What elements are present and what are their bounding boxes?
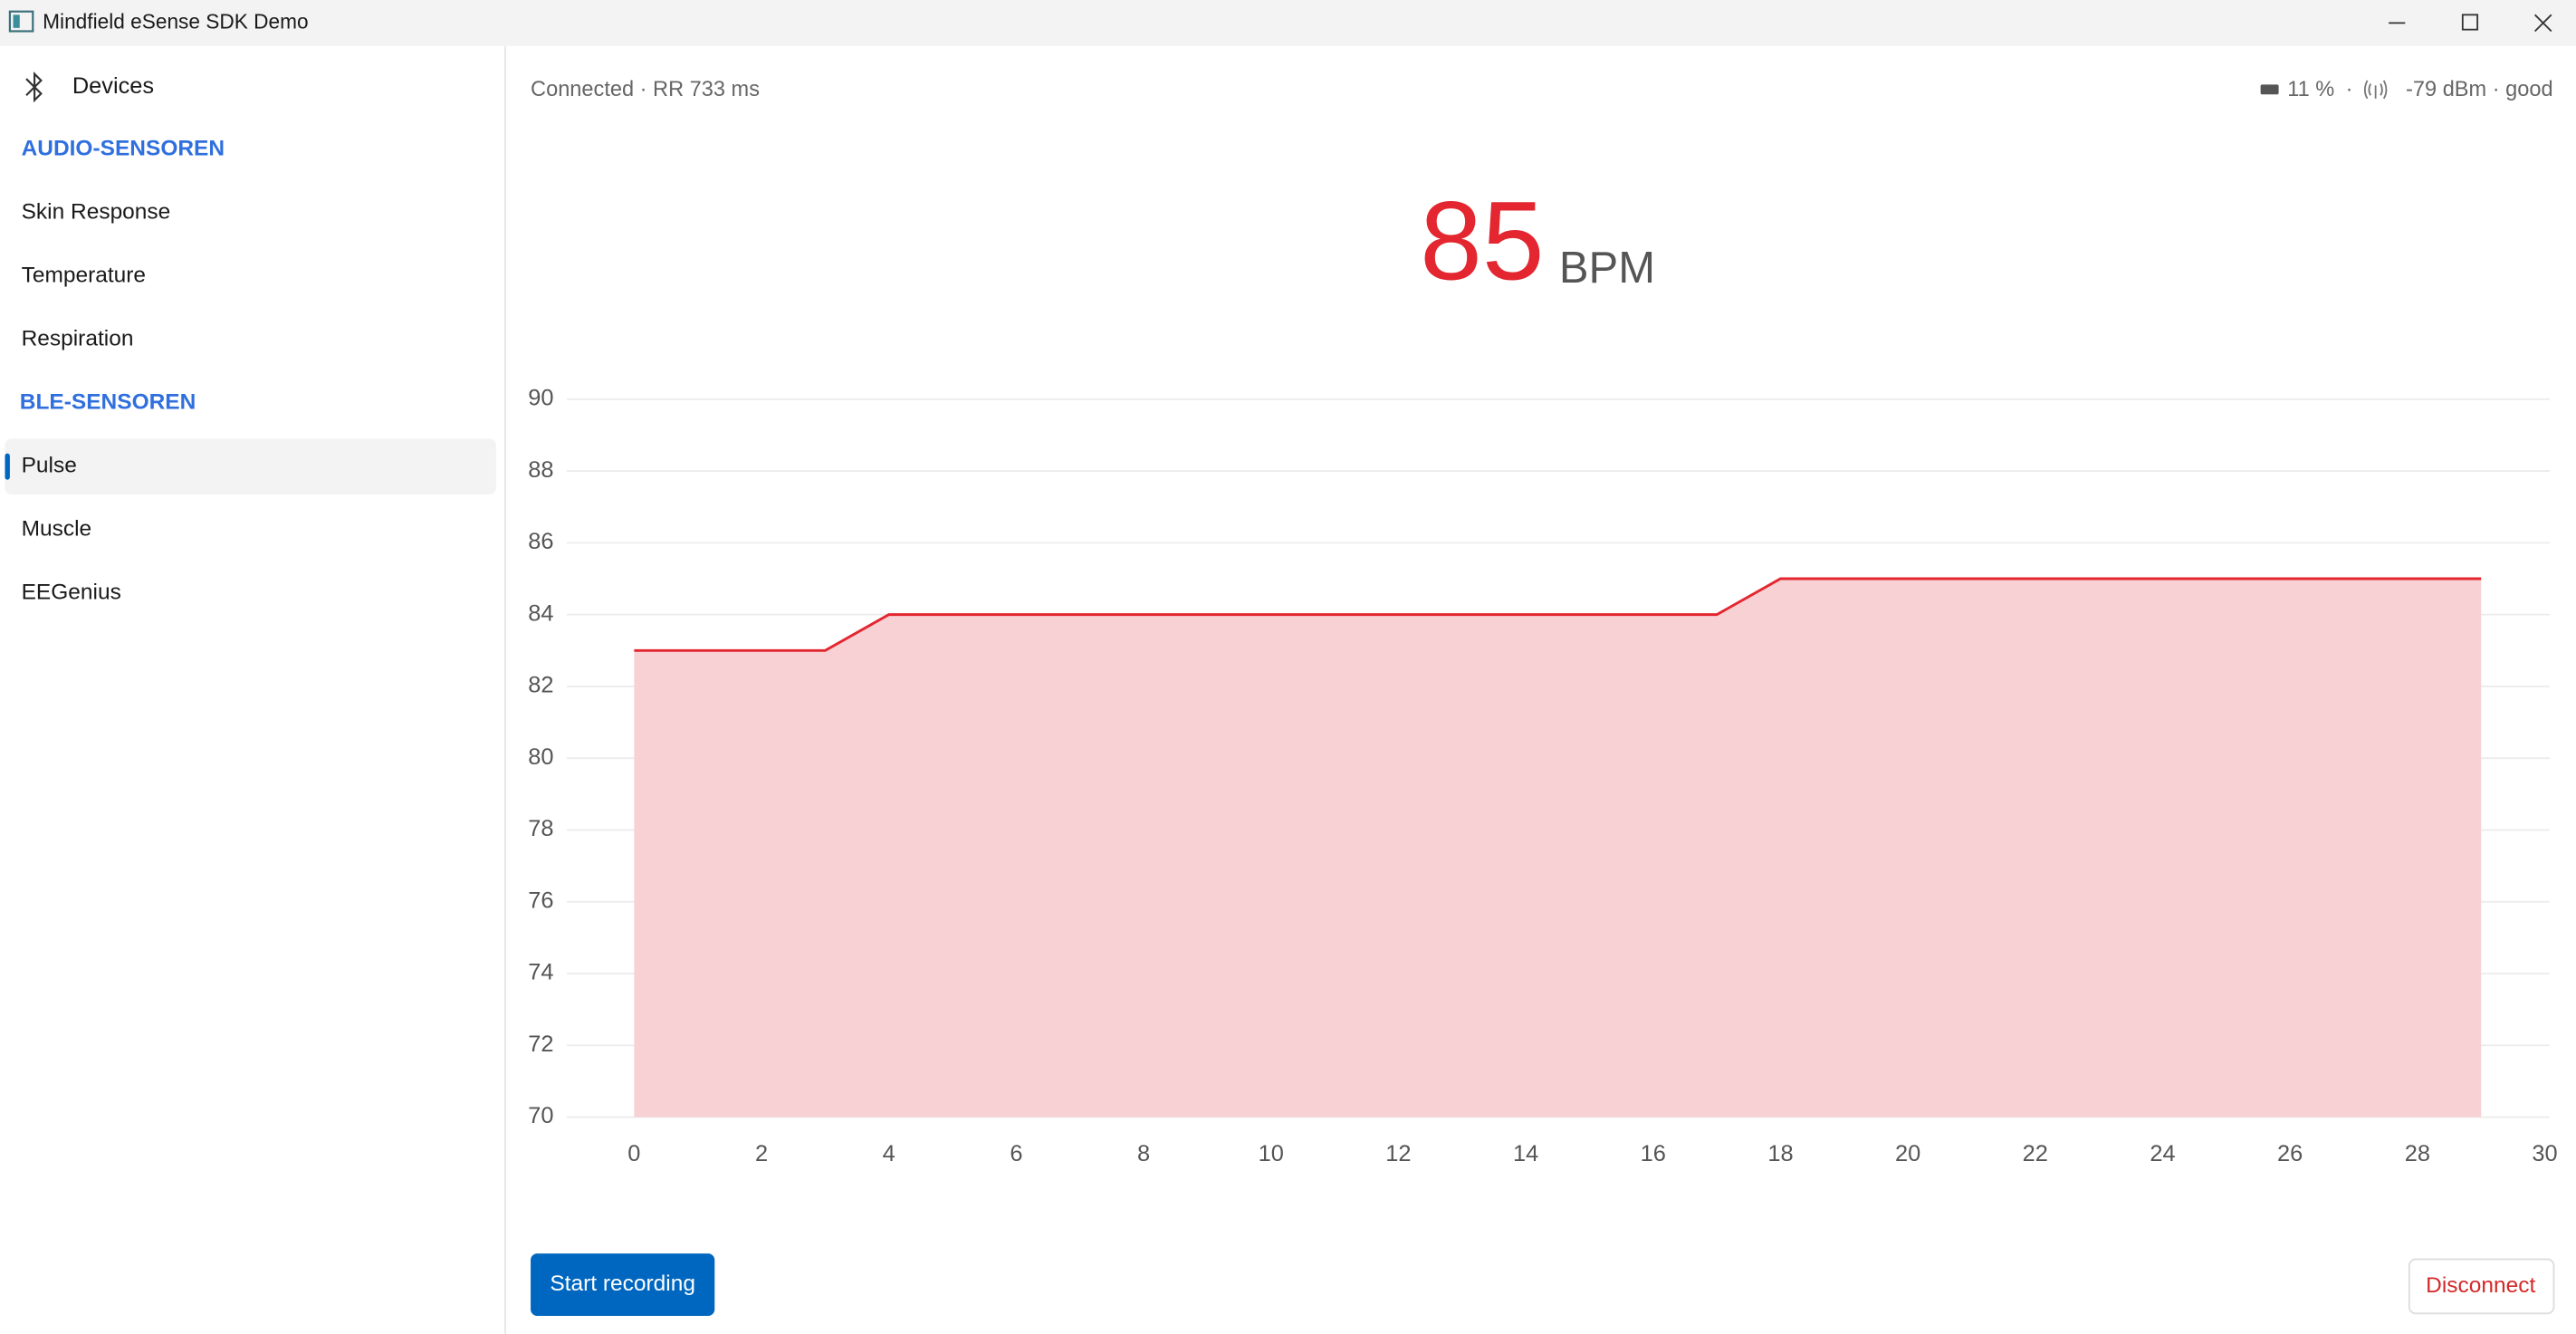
nav-item[interactable]: Respiration [22, 327, 134, 351]
x-tick-label: 18 [1767, 1141, 1793, 1166]
close-button[interactable] [2533, 14, 2552, 33]
nav-item[interactable]: Pulse [22, 454, 77, 478]
x-tick-label: 4 [883, 1141, 895, 1166]
window-title: Mindfield eSense SDK Demo [43, 9, 308, 33]
signal-status: -79 dBm · good [2406, 77, 2553, 101]
x-tick-label: 14 [1513, 1141, 1538, 1166]
nav-selected-indicator [5, 453, 10, 480]
devices-link[interactable]: Devices [72, 73, 154, 99]
app-icon [8, 10, 34, 33]
battery-icon [2260, 84, 2279, 95]
y-tick-label: 86 [528, 529, 553, 554]
separator: · [2346, 77, 2353, 101]
battery-level: 11 % [2287, 77, 2334, 101]
y-tick-label: 82 [528, 673, 553, 698]
x-tick-label: 10 [1259, 1141, 1284, 1166]
y-tick-label: 70 [528, 1103, 553, 1128]
y-tick-label: 88 [528, 457, 553, 483]
x-tick-label: 26 [2277, 1141, 2303, 1166]
heart-rate-value: 85 [1420, 178, 1544, 303]
maximize-button[interactable] [2461, 14, 2479, 31]
disconnect-button[interactable] [2408, 1258, 2555, 1315]
y-tick-label: 72 [528, 1032, 553, 1057]
x-tick-label: 20 [1895, 1141, 1920, 1166]
nav-group-title: BLE-SENSOREN [20, 390, 196, 415]
x-tick-label: 2 [755, 1141, 768, 1166]
line [634, 577, 2482, 652]
y-tick-label: 90 [528, 386, 553, 411]
start-recording-label[interactable]: Start recording [550, 1272, 695, 1296]
y-tick-label: 74 [528, 960, 553, 985]
nav-group-title: AUDIO-SENSOREN [22, 137, 225, 161]
x-tick-label: 28 [2405, 1141, 2430, 1166]
disconnect-label[interactable]: Disconnect [2426, 1273, 2535, 1298]
x-tick-label: 22 [2023, 1141, 2048, 1166]
x-tick-label: 12 [1385, 1141, 1411, 1166]
y-tick-label: 78 [528, 816, 553, 841]
y-tick-label: 76 [528, 888, 553, 913]
x-tick-label: 16 [1641, 1141, 1666, 1166]
nav-selected-bg [5, 438, 496, 495]
x-tick-label: 24 [2150, 1141, 2175, 1166]
x-tick-label: 0 [627, 1141, 640, 1166]
x-tick-label: 30 [2532, 1141, 2557, 1166]
y-tick-label: 80 [528, 744, 553, 770]
area-fill [634, 578, 2482, 1118]
x-tick-label: 6 [1010, 1141, 1022, 1166]
connection-status: Connected · RR 733 ms [531, 77, 760, 101]
y-tick-label: 84 [528, 600, 553, 626]
bluetooth-icon [25, 72, 43, 103]
signal-icon [2363, 80, 2388, 100]
app-icon-part [13, 14, 20, 28]
start-recording-button[interactable] [531, 1253, 715, 1317]
nav-item[interactable]: Skin Response [22, 200, 171, 225]
nav-item[interactable]: Temperature [22, 264, 146, 288]
navigation: AUDIO-SENSOREN Skin Response Temperature Re… [5, 137, 496, 605]
title-bar [0, 0, 2576, 46]
heart-rate-unit: BPM [1559, 244, 1655, 293]
nav-item[interactable]: EEGenius [22, 581, 121, 605]
x-tick-label: 8 [1137, 1141, 1150, 1166]
nav-item[interactable]: Muscle [22, 517, 92, 542]
